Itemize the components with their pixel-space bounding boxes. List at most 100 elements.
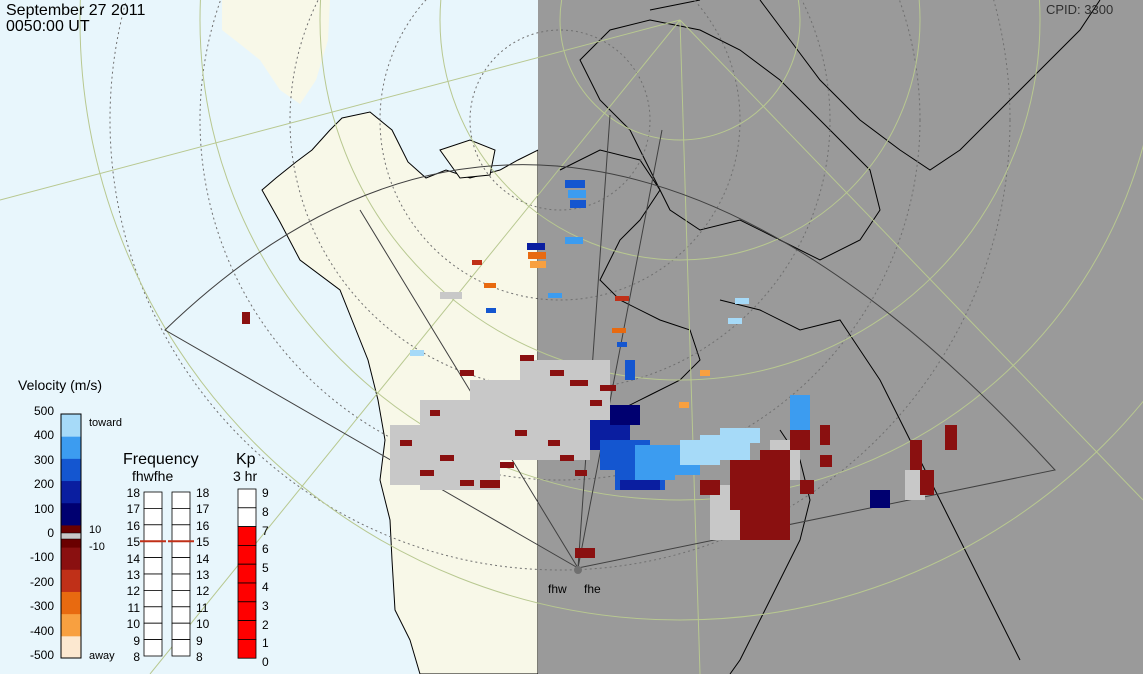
scatter-cell — [410, 350, 424, 356]
kp-tick-label: 9 — [262, 486, 269, 500]
kp-cell — [237, 620, 257, 640]
scatter-cell — [870, 490, 880, 508]
velocity-tick-label: 0 — [47, 526, 54, 540]
scatter-cell — [617, 342, 627, 347]
scatter-cell — [700, 370, 710, 376]
velocity-tick-label: -500 — [29, 648, 54, 662]
scatter-cell — [548, 293, 562, 298]
scatter-cell — [484, 283, 496, 288]
velocity-color-swatch — [61, 480, 81, 504]
scatter-cell — [790, 430, 810, 450]
frequency-cell — [143, 557, 163, 575]
scatter-cell — [800, 480, 814, 494]
baffin-coastline — [579, 19, 881, 261]
frequency-cell — [171, 540, 191, 559]
north-america-landmass — [261, 111, 539, 674]
kp-tick-label: 0 — [262, 655, 269, 670]
frequency-cell — [143, 524, 163, 542]
scatter-cell — [700, 480, 720, 495]
scatter-cell — [820, 455, 832, 467]
frequency-cell — [143, 590, 163, 608]
frequency-legend-subtitle: fhwfhe — [132, 468, 174, 484]
radar-label-fhe: fhe — [584, 582, 601, 596]
cpid-label: CPID: 3300 — [1046, 2, 1114, 17]
kp-cell — [237, 563, 257, 584]
frequency-tick-label-fhe: 9 — [196, 633, 203, 648]
velocity-color-swatch — [61, 414, 81, 437]
kp-legend-title: Kp — [236, 451, 256, 468]
scatter-cell — [530, 261, 546, 268]
frequency-tick-label-fhw: 17 — [126, 502, 140, 517]
velocity-color-swatch — [61, 436, 81, 459]
frequency-cell — [171, 590, 191, 608]
velocity-tick-label: -400 — [29, 623, 54, 638]
scatter-cell — [528, 252, 546, 259]
scatter-cell — [430, 410, 440, 416]
frequency-tick-label-fhe: 12 — [196, 584, 210, 599]
scatter-cell — [612, 328, 626, 333]
scatter-cell — [910, 440, 922, 470]
scatter-cell — [486, 308, 496, 313]
scatter-cell — [590, 400, 602, 406]
frequency-cell — [171, 557, 191, 575]
kp-cell — [237, 545, 257, 565]
kp-cell — [237, 601, 257, 622]
greenland-coastline — [649, 0, 1101, 171]
scatter-cell — [620, 480, 660, 490]
scatter-cell — [242, 312, 250, 324]
frequency-bars — [140, 491, 194, 657]
kp-bar — [237, 488, 257, 659]
velocity-color-bar — [60, 413, 82, 659]
scatter-cell — [610, 405, 640, 425]
east-coast-coastline — [729, 429, 811, 674]
kp-tick-label: 2 — [262, 617, 269, 632]
scatter-cell — [540, 410, 590, 460]
scatter-cell — [420, 470, 434, 476]
scatter-cell — [820, 425, 830, 445]
frequency-cell — [143, 573, 163, 591]
radar-fov-beam-boundary — [359, 114, 663, 569]
radar-site-marker — [574, 566, 582, 574]
scatter-cell — [625, 360, 635, 380]
scatter-cell — [570, 200, 586, 208]
velocity-color-swatch — [61, 547, 81, 570]
kp-tick-label: 5 — [262, 561, 269, 576]
frequency-cell — [143, 639, 163, 657]
scatter-cell — [500, 462, 514, 468]
frequency-tick-label-fhw: 18 — [126, 486, 140, 500]
frequency-cell — [171, 639, 191, 657]
scatter-cell — [520, 355, 534, 361]
velocity-color-swatch — [61, 635, 81, 659]
frequency-tick-label-fhw: 16 — [126, 518, 140, 533]
velocity-color-swatch — [61, 591, 81, 615]
kp-legend-subtitle: 3 hr — [233, 468, 258, 484]
kp-tick-label: 1 — [262, 636, 269, 651]
velocity-tick-label: -200 — [29, 574, 54, 589]
greenland-landmass — [222, 0, 330, 104]
scatter-cell — [460, 480, 474, 486]
scatter-cell — [570, 380, 588, 386]
scatter-cell — [565, 180, 585, 188]
velocity-scatter-cells — [242, 180, 957, 558]
scatter-cell — [880, 490, 890, 508]
frequency-tick-label-fhe: 10 — [196, 617, 210, 632]
scatter-cell — [600, 385, 616, 391]
frequency-tick-label-fhw: 9 — [133, 633, 140, 648]
frequency-cell — [143, 540, 163, 559]
frequency-tick-label-fhw: 15 — [126, 535, 140, 550]
scatter-cell — [760, 450, 790, 510]
scatter-cell — [548, 440, 560, 446]
kp-tick-label: 7 — [262, 523, 269, 538]
frequency-tick-label-fhw: 13 — [126, 568, 140, 582]
scatter-cell — [460, 370, 474, 376]
scatter-cell — [565, 237, 583, 244]
velocity-tick-label: 400 — [33, 428, 54, 443]
scatter-cell — [527, 243, 545, 250]
radar-fov-outline — [164, 164, 1056, 569]
scatter-cell — [440, 455, 454, 461]
frequency-cell — [171, 622, 191, 640]
scatter-cell — [550, 370, 564, 376]
kp-tick-label: 8 — [262, 504, 269, 519]
